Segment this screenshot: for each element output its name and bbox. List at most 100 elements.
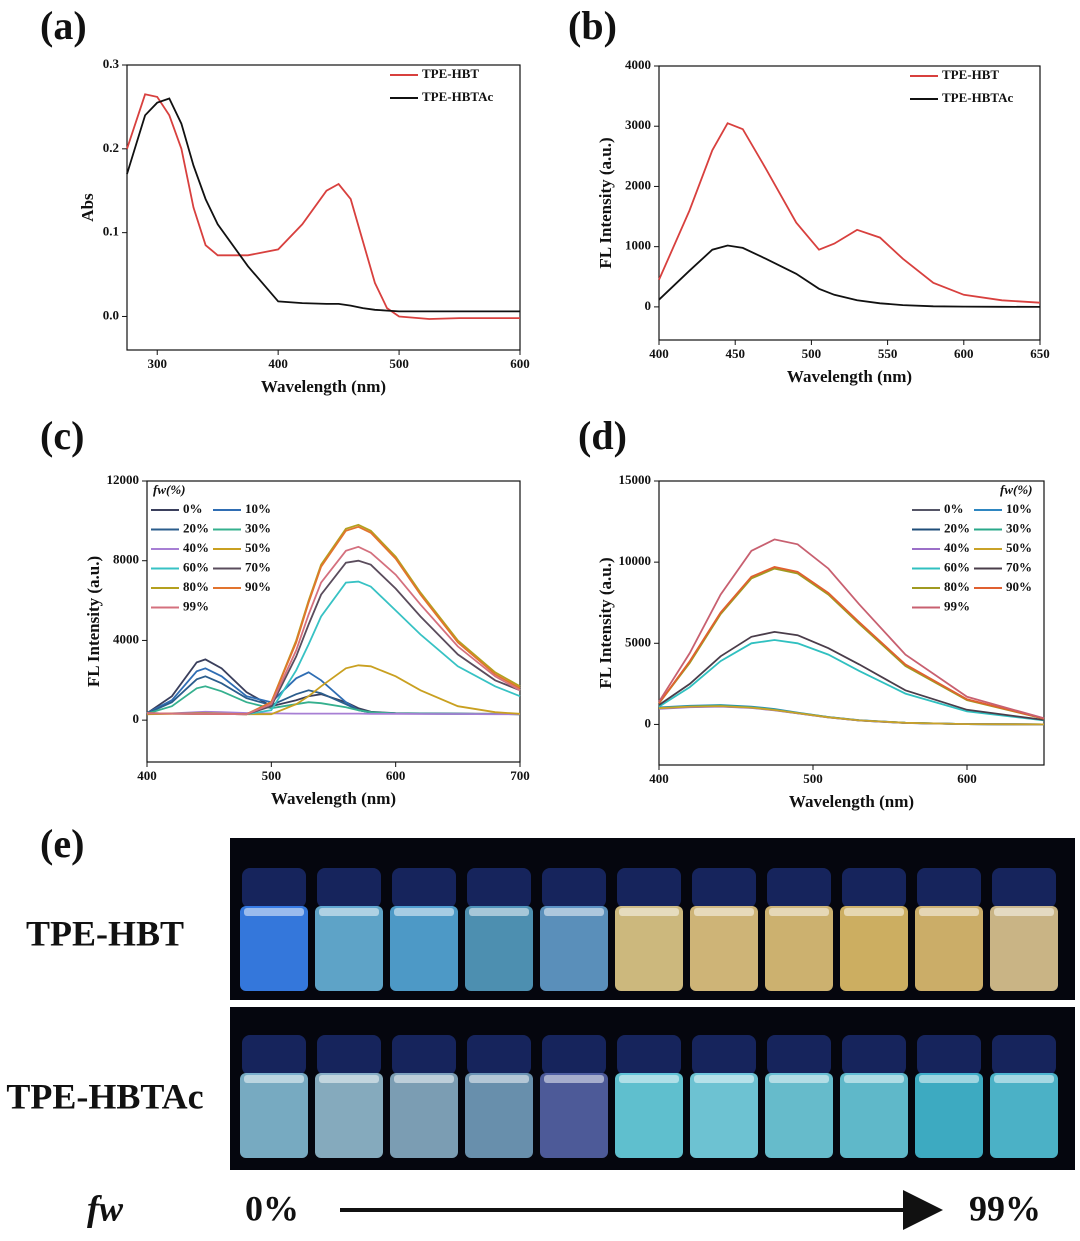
- vial-body: [990, 1073, 1058, 1158]
- x-tick-label: 600: [386, 768, 406, 783]
- vial-glow: [844, 1075, 904, 1083]
- vial-cap: [242, 1035, 306, 1075]
- series-line: [126, 97, 520, 313]
- vial-body: [540, 906, 608, 991]
- y-tick-label: 8000: [113, 552, 139, 567]
- x-tick-label: 500: [262, 768, 282, 783]
- legend-label: 60%: [183, 559, 209, 574]
- x-tick-label: 600: [954, 346, 974, 361]
- vial-glow: [319, 908, 379, 916]
- vial-body: [990, 906, 1058, 991]
- vial-glow: [619, 1075, 679, 1083]
- fw-start: 0%: [245, 1188, 299, 1228]
- vial-glow: [544, 908, 604, 916]
- y-tick-label: 15000: [619, 472, 652, 487]
- vial-cap: [542, 1035, 606, 1075]
- y-tick-label: 5000: [625, 634, 651, 649]
- legend-label: 50%: [1006, 540, 1032, 555]
- vial-glow: [469, 1075, 529, 1083]
- legend-label: 99%: [183, 598, 209, 613]
- x-tick-label: 300: [147, 356, 167, 371]
- vial-glow: [769, 1075, 829, 1083]
- legend-label: TPE-HBTAc: [942, 90, 1013, 105]
- series-line: [146, 710, 520, 716]
- vials: [240, 868, 1058, 1158]
- legend-label: 90%: [1006, 579, 1032, 594]
- y-axis-label: FL Intensity (a.u.): [596, 137, 615, 268]
- legend-label: 40%: [944, 540, 970, 555]
- series-line: [658, 244, 1041, 308]
- vial-body: [465, 906, 533, 991]
- y-tick-label: 10000: [619, 553, 652, 568]
- vial-glow: [244, 1075, 304, 1083]
- plot-frame: [126, 64, 521, 351]
- y-tick-label: 0.2: [103, 140, 119, 155]
- legend-label: 99%: [944, 598, 970, 613]
- vial-cap: [467, 1035, 531, 1075]
- vial-cap: [992, 868, 1056, 908]
- legend-label: 80%: [944, 579, 970, 594]
- series-line: [146, 545, 521, 716]
- y-tick-label: 1000: [625, 238, 651, 253]
- series-line: [658, 704, 1045, 726]
- vial-glow: [544, 1075, 604, 1083]
- y-tick-label: 4000: [113, 631, 139, 646]
- vial-glow: [919, 1075, 979, 1083]
- vial-cap: [842, 868, 906, 908]
- vial-glow: [994, 1075, 1054, 1083]
- vial-glow: [844, 908, 904, 916]
- vial-cap: [392, 868, 456, 908]
- vial-body: [540, 1073, 608, 1158]
- legend-title: fw(%): [153, 482, 186, 497]
- x-tick-label: 600: [510, 356, 530, 371]
- legend-label: TPE-HBT: [942, 67, 999, 82]
- series-line: [658, 630, 1045, 721]
- y-tick-label: 2000: [625, 177, 651, 192]
- vial-body: [915, 906, 983, 991]
- series-line: [658, 705, 1045, 726]
- vial-cap: [992, 1035, 1056, 1075]
- legend-label: 20%: [944, 520, 970, 535]
- legend-label: 70%: [245, 559, 271, 574]
- y-tick-label: 4000: [625, 57, 651, 72]
- panel-label: (c): [40, 413, 84, 458]
- series-line: [146, 675, 521, 716]
- vial-body: [690, 906, 758, 991]
- vial-body: [390, 1073, 458, 1158]
- vial-body: [765, 906, 833, 991]
- x-axis-label: Wavelength (nm): [789, 792, 914, 811]
- y-tick-label: 12000: [107, 472, 140, 487]
- vial-body: [765, 1073, 833, 1158]
- legend-label: TPE-HBTAc: [422, 89, 493, 104]
- fw-end: 99%: [969, 1188, 1041, 1228]
- vial-cap: [317, 1035, 381, 1075]
- series-line: [126, 93, 520, 320]
- x-tick-label: 400: [268, 356, 288, 371]
- legend-label: 50%: [245, 540, 271, 555]
- panel-label: (d): [578, 413, 627, 458]
- vial-body: [315, 906, 383, 991]
- vial-body: [690, 1073, 758, 1158]
- x-tick-label: 500: [803, 771, 823, 786]
- plot-frame: [658, 480, 1045, 766]
- series-line: [658, 566, 1045, 720]
- x-tick-label: 500: [802, 346, 822, 361]
- x-axis-label: Wavelength (nm): [787, 367, 912, 386]
- series-line: [658, 639, 1045, 722]
- x-axis-label: Wavelength (nm): [261, 377, 386, 396]
- vial-glow: [694, 908, 754, 916]
- vial-cap: [767, 868, 831, 908]
- row-label: TPE-HBTAc: [6, 1076, 203, 1116]
- legend-label: TPE-HBT: [422, 66, 479, 81]
- vial-body: [840, 1073, 908, 1158]
- legend-label: 90%: [245, 579, 271, 594]
- y-tick-label: 3000: [625, 117, 651, 132]
- panel-label: (e): [40, 821, 84, 866]
- legend-label: 80%: [183, 579, 209, 594]
- row-label: TPE-HBT: [26, 913, 184, 953]
- vial-glow: [394, 908, 454, 916]
- x-axis-label: Wavelength (nm): [271, 789, 396, 808]
- vial-body: [240, 906, 308, 991]
- vial-cap: [917, 1035, 981, 1075]
